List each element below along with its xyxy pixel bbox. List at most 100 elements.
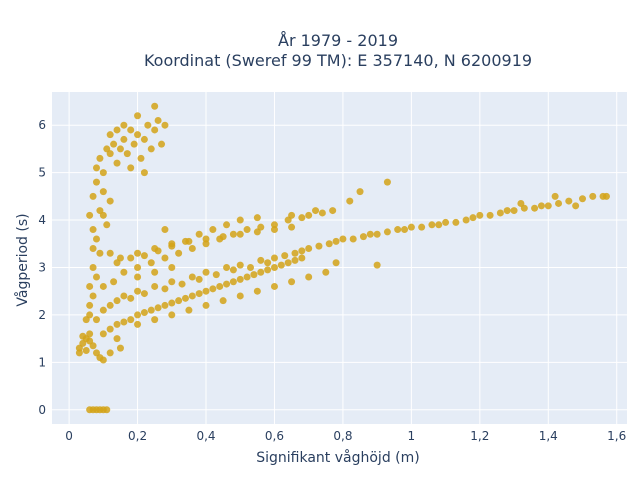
data-point <box>322 268 330 276</box>
data-point <box>195 275 203 283</box>
data-point <box>202 287 210 295</box>
data-point <box>99 330 107 338</box>
data-point <box>151 245 159 253</box>
data-point <box>181 294 189 302</box>
plot-area <box>52 92 627 424</box>
data-point <box>147 145 155 153</box>
data-point <box>99 211 107 219</box>
data-point <box>332 259 340 267</box>
data-point <box>99 169 107 177</box>
data-point <box>175 249 183 257</box>
data-point <box>134 311 142 319</box>
x-tick-label: 0,8 <box>333 429 352 443</box>
data-point <box>257 256 265 264</box>
data-point <box>305 273 313 281</box>
x-tick-label: 0,2 <box>128 429 147 443</box>
data-point <box>106 131 114 139</box>
data-point <box>168 278 176 286</box>
data-point <box>106 249 114 257</box>
data-point <box>315 242 323 250</box>
data-point <box>89 292 97 300</box>
data-point <box>89 192 97 200</box>
data-point <box>134 320 142 328</box>
data-point <box>106 301 114 309</box>
data-point <box>288 223 296 231</box>
data-point <box>223 221 231 229</box>
data-point <box>137 154 145 162</box>
data-point <box>503 207 511 215</box>
data-point <box>168 311 176 319</box>
data-point <box>212 271 220 279</box>
data-point <box>346 197 354 205</box>
data-point <box>325 240 333 248</box>
data-point <box>140 135 148 143</box>
data-point <box>120 318 128 326</box>
data-point <box>264 266 272 274</box>
y-tick-label: 6 <box>38 118 46 132</box>
data-point <box>537 202 545 210</box>
data-points <box>75 102 610 414</box>
data-point <box>86 330 94 338</box>
data-point <box>284 259 292 267</box>
data-point <box>185 237 193 245</box>
data-point <box>243 226 251 234</box>
data-point <box>92 178 100 186</box>
data-point <box>116 344 124 352</box>
data-point <box>356 188 364 196</box>
data-point <box>110 140 118 148</box>
data-point <box>161 301 169 309</box>
data-point <box>86 282 94 290</box>
data-point <box>106 349 114 357</box>
x-axis-title: Signifikant våghöjd (m) <box>256 449 419 466</box>
data-point <box>134 287 142 295</box>
y-axis-title: Vågperiod (s) <box>14 213 31 306</box>
data-point <box>373 230 381 238</box>
data-point <box>127 316 135 324</box>
data-point <box>373 261 381 269</box>
data-point <box>86 337 94 345</box>
data-point <box>291 256 299 264</box>
data-point <box>305 245 313 253</box>
data-point <box>579 195 587 203</box>
data-point <box>127 126 135 134</box>
data-point <box>462 216 470 224</box>
data-point <box>247 263 255 271</box>
data-point <box>79 332 87 340</box>
data-point <box>168 240 176 248</box>
data-point <box>106 197 114 205</box>
data-point <box>229 230 237 238</box>
data-point <box>418 223 426 231</box>
data-point <box>161 285 169 293</box>
data-point <box>270 263 278 271</box>
data-point <box>154 304 162 312</box>
data-point <box>127 254 135 262</box>
data-point <box>120 135 128 143</box>
data-point <box>161 226 169 234</box>
data-point <box>96 154 104 162</box>
data-point <box>264 259 272 267</box>
data-point <box>120 292 128 300</box>
data-point <box>151 316 159 324</box>
data-point <box>89 263 97 271</box>
data-point <box>120 268 128 276</box>
data-point <box>134 263 142 271</box>
data-point <box>92 164 100 172</box>
data-point <box>134 249 142 257</box>
data-point <box>86 211 94 219</box>
data-point <box>281 252 289 260</box>
data-point <box>229 278 237 286</box>
data-point <box>349 235 357 243</box>
data-point <box>188 273 196 281</box>
data-point <box>178 280 186 288</box>
data-point <box>531 204 539 212</box>
data-point <box>551 192 559 200</box>
data-point <box>195 230 203 238</box>
data-point <box>253 228 261 236</box>
data-point <box>298 214 306 222</box>
data-point <box>154 116 162 124</box>
data-point <box>589 192 597 200</box>
data-point <box>202 301 210 309</box>
data-point <box>106 325 114 333</box>
data-point <box>168 299 176 307</box>
